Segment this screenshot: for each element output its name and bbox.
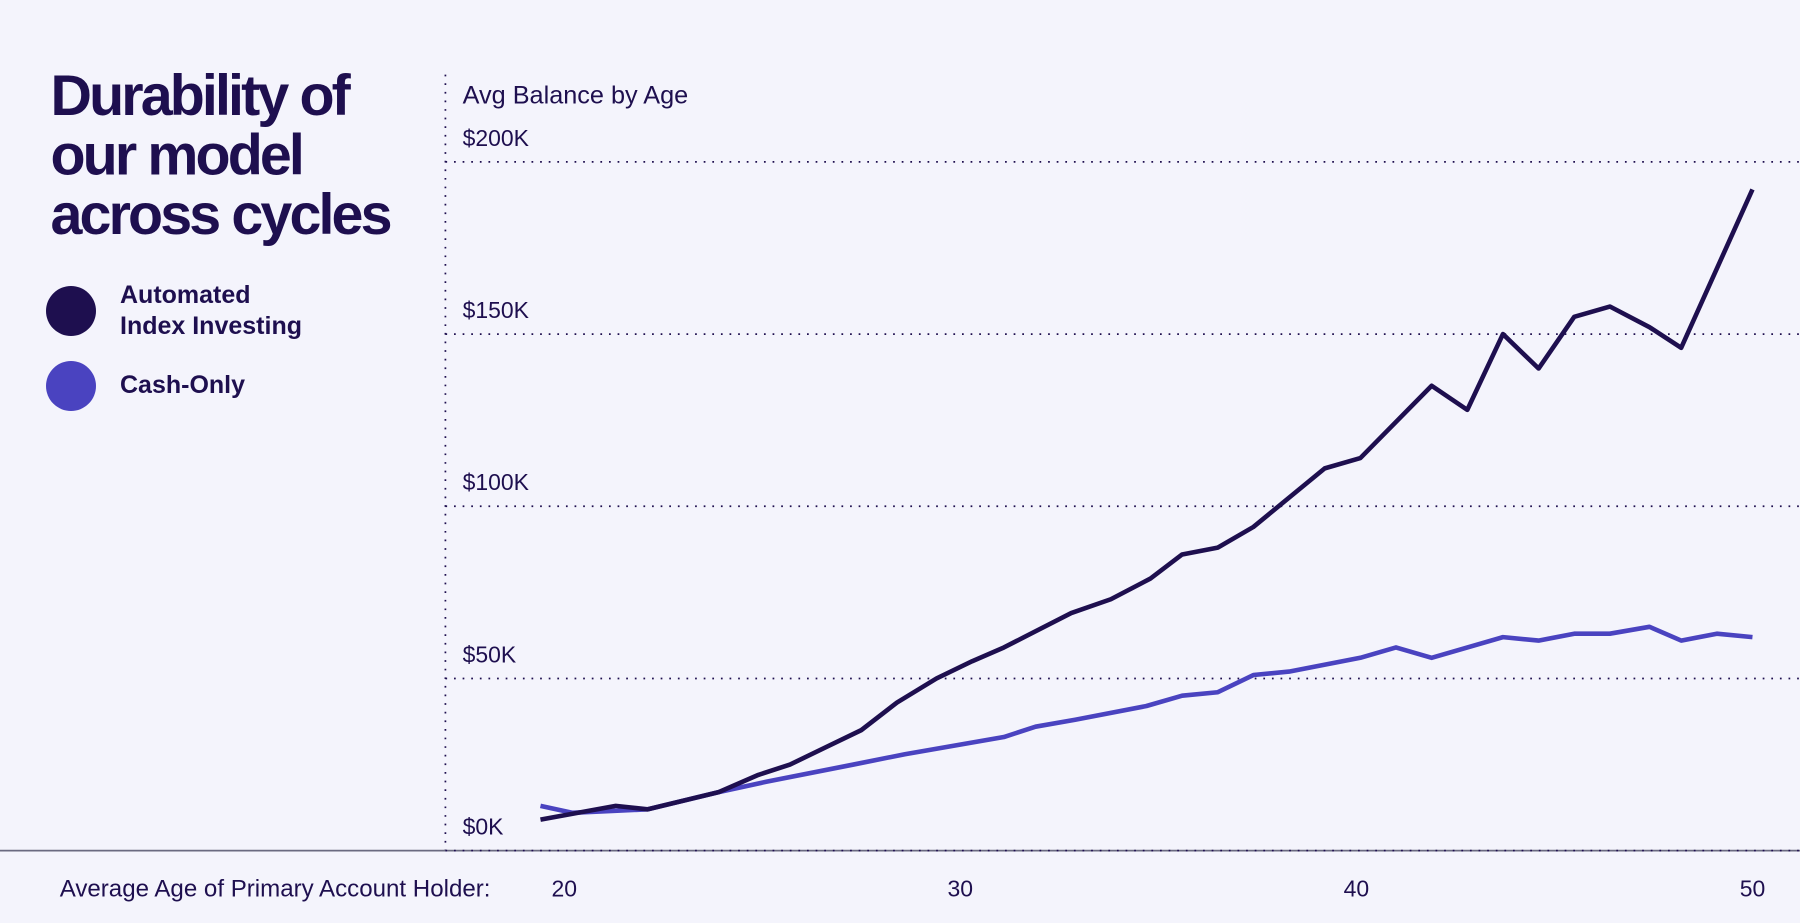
y-tick-label: $100K: [463, 469, 530, 495]
legend: Automated Index Investing Cash-Only: [46, 280, 315, 429]
legend-label: Automated Index Investing: [120, 281, 302, 341]
chart-title: Durability of: [51, 64, 352, 128]
y-tick-label: $150K: [463, 297, 530, 323]
x-tick-label: 40: [1344, 876, 1370, 902]
chart-title: our model: [51, 124, 302, 188]
y-axis-title: Avg Balance by Age: [463, 81, 689, 109]
y-tick-label: $0K: [463, 814, 505, 840]
legend-swatch: [46, 286, 96, 337]
chart-title: across cycles: [51, 183, 391, 247]
legend-entry: Automated Index Investing: [46, 280, 315, 343]
x-tick-label: 20: [551, 876, 577, 902]
x-tick-label: 30: [948, 876, 974, 902]
legend-swatch: [46, 360, 96, 411]
x-tick-label: 50: [1740, 876, 1766, 902]
series-line: [539, 624, 1753, 816]
x-axis-title: Average Age of Primary Account Holder:: [60, 876, 491, 903]
legend-entry: Cash-Only: [46, 360, 315, 411]
y-tick-label: $50K: [463, 641, 517, 667]
series-line: [540, 188, 1755, 822]
legend-label: Cash-Only: [120, 370, 246, 399]
y-tick-label: $200K: [463, 125, 530, 151]
